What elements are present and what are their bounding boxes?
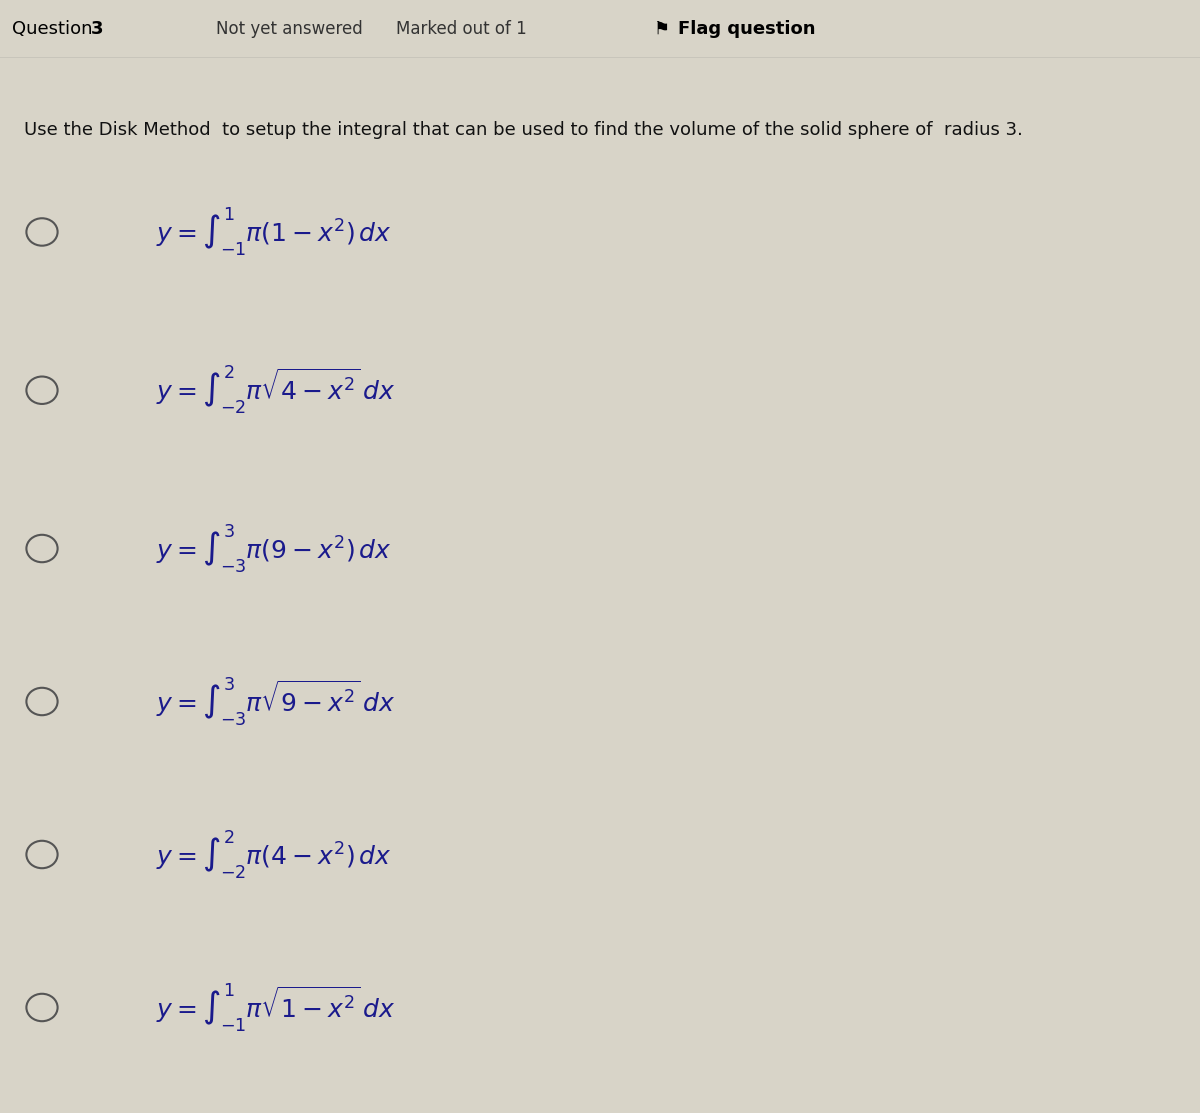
Text: Question: Question (12, 20, 98, 38)
Text: $y = \int_{-3}^{3} \pi(9 - x^2)\, dx$: $y = \int_{-3}^{3} \pi(9 - x^2)\, dx$ (156, 522, 391, 574)
Text: 3: 3 (91, 20, 103, 38)
Text: ⚑: ⚑ (654, 20, 670, 38)
Text: Flag question: Flag question (678, 20, 816, 38)
Text: $y = \int_{-2}^{2} \pi\sqrt{4 - x^2}\, dx$: $y = \int_{-2}^{2} \pi\sqrt{4 - x^2}\, d… (156, 364, 395, 416)
Text: $y = \int_{-3}^{3} \pi\sqrt{9 - x^2}\, dx$: $y = \int_{-3}^{3} \pi\sqrt{9 - x^2}\, d… (156, 676, 395, 728)
Text: Marked out of 1: Marked out of 1 (396, 20, 527, 38)
Text: Not yet answered: Not yet answered (216, 20, 362, 38)
Text: Use the Disk Method  to setup the integral that can be used to find the volume o: Use the Disk Method to setup the integra… (24, 121, 1022, 139)
Text: $y = \int_{-1}^{1} \pi(1 - x^2)\, dx$: $y = \int_{-1}^{1} \pi(1 - x^2)\, dx$ (156, 206, 391, 258)
Text: $y = \int_{-2}^{2} \pi(4 - x^2)\, dx$: $y = \int_{-2}^{2} \pi(4 - x^2)\, dx$ (156, 828, 391, 880)
Text: $y = \int_{-1}^{1} \pi\sqrt{1 - x^2}\, dx$: $y = \int_{-1}^{1} \pi\sqrt{1 - x^2}\, d… (156, 982, 395, 1034)
